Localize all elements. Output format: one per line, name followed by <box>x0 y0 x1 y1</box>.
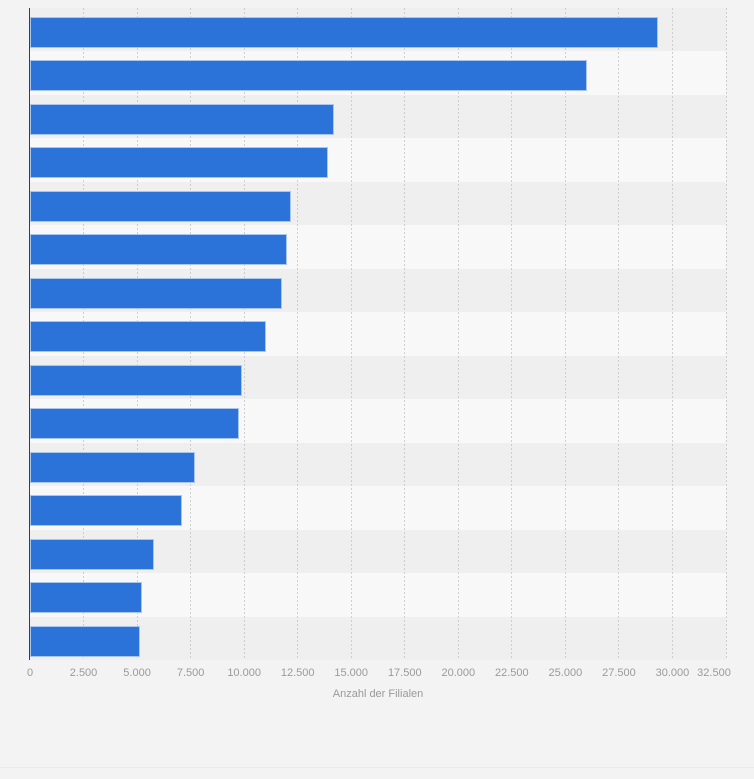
bar <box>30 451 195 483</box>
bar <box>30 190 292 222</box>
bar <box>30 147 328 179</box>
x-axis-tick-label: 2.500 <box>69 667 98 679</box>
x-gridline <box>404 8 406 660</box>
y-axis-line <box>29 8 30 660</box>
x-axis-tick-label: 17.500 <box>387 667 422 679</box>
x-gridline <box>297 8 299 660</box>
x-gridline <box>671 8 673 660</box>
x-axis-tick-label: 10.000 <box>227 667 261 679</box>
row-stripe <box>30 573 726 617</box>
bar <box>30 625 140 657</box>
x-gridline <box>457 8 459 660</box>
x-gridline <box>350 8 352 660</box>
bar <box>30 277 282 309</box>
x-gridline <box>725 8 727 660</box>
x-axis-tick-label: 27.500 <box>602 667 636 679</box>
bar <box>30 408 239 440</box>
x-axis-tick-label: 20.000 <box>441 667 476 679</box>
x-gridline <box>618 8 620 660</box>
bar <box>30 321 266 353</box>
bar <box>30 17 658 48</box>
x-axis-tick-label: 22.500 <box>495 667 529 679</box>
x-axis-tick-label: 0 <box>26 667 34 679</box>
x-gridline <box>564 8 566 660</box>
bar <box>30 364 242 396</box>
bar <box>30 495 182 527</box>
footer-divider <box>0 767 754 768</box>
x-axis-tick-label: 15.000 <box>334 667 369 679</box>
bar <box>30 582 143 614</box>
row-stripe <box>30 616 726 660</box>
bar <box>30 234 287 266</box>
x-axis-tick-label: 5.000 <box>123 667 151 679</box>
bar <box>30 60 587 92</box>
bar <box>30 538 155 570</box>
x-axis-tick-label: 32.500 <box>697 667 731 679</box>
bar <box>30 103 335 135</box>
x-axis-tick-label: 30.000 <box>655 667 690 679</box>
x-axis-tick-label: 7.500 <box>176 667 205 679</box>
x-axis-title: Anzahl der Filialen <box>332 688 424 700</box>
x-axis-tick-label: 12.500 <box>280 667 315 679</box>
x-gridline <box>511 8 513 660</box>
plot-area <box>30 8 727 660</box>
x-axis-tick-label: 25.000 <box>548 667 583 679</box>
